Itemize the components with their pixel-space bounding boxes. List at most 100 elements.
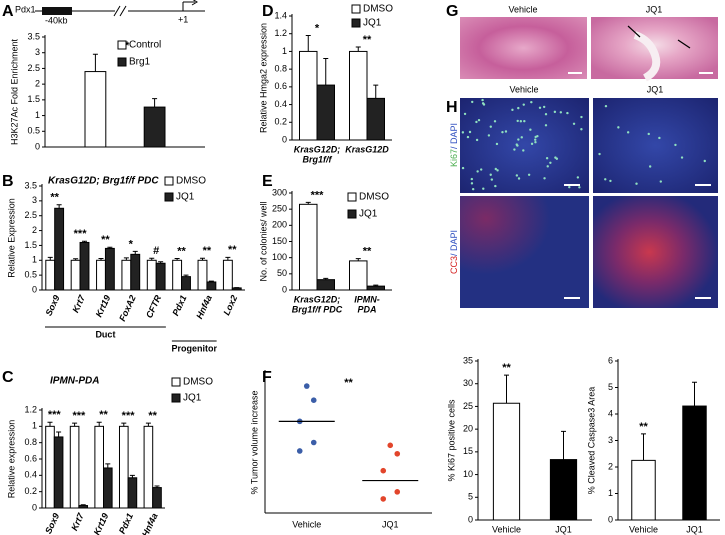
bar xyxy=(143,106,166,148)
bar xyxy=(84,71,107,148)
error-bar xyxy=(373,84,379,99)
y-tick-label: 0.6 xyxy=(274,81,287,91)
bar xyxy=(181,276,191,291)
x-tick-label: Brg1f/f xyxy=(303,154,333,164)
error-bar xyxy=(132,250,138,255)
bar xyxy=(206,281,217,291)
nucleus xyxy=(463,112,467,116)
nucleus xyxy=(513,148,516,151)
nucleus xyxy=(482,187,485,190)
nucleus xyxy=(511,108,514,112)
bar xyxy=(118,425,129,509)
y-axis-label: No. of colonies/ well xyxy=(258,201,268,281)
bar xyxy=(316,84,335,141)
bar xyxy=(143,425,154,509)
nucleus xyxy=(538,106,542,109)
nucleus xyxy=(487,134,491,137)
x-tick-label: KrasG12D xyxy=(345,144,389,154)
y-tick-label: 3 xyxy=(608,435,613,445)
point xyxy=(394,450,401,457)
y-tick-label: 1 xyxy=(35,110,40,120)
nucleus xyxy=(471,100,474,104)
y-tick-label: 200 xyxy=(272,220,287,230)
y-tick-label: 0 xyxy=(32,502,37,512)
error-bar xyxy=(561,430,566,460)
error-bar xyxy=(105,463,111,468)
nucleus xyxy=(490,178,494,181)
nucleus xyxy=(523,119,526,123)
gene-label: Pdx1 xyxy=(15,4,36,14)
y-tick-label: 2.5 xyxy=(27,63,40,73)
error-bar xyxy=(152,98,158,108)
y-tick-label: 0.2 xyxy=(274,117,287,127)
x-tick-label: Krt7 xyxy=(70,293,87,314)
x-tick-label: Hnf4a xyxy=(194,294,214,321)
nucleus xyxy=(546,165,549,168)
nucleus xyxy=(520,136,523,139)
panel-label: B xyxy=(2,173,14,190)
y-tick-label: 2 xyxy=(35,79,40,89)
x-tick-label: PDA xyxy=(357,304,376,314)
nucleus xyxy=(530,100,533,104)
legend-label: DMSO xyxy=(363,4,393,15)
error-bar xyxy=(225,256,231,261)
y-tick-label: 0.4 xyxy=(274,99,287,109)
nucleus xyxy=(470,177,474,181)
x-tick-label: FoxA2 xyxy=(117,294,138,323)
x-tick-label: Sox9 xyxy=(43,512,61,535)
nucleus xyxy=(658,136,661,140)
significance: *** xyxy=(74,228,88,240)
bar xyxy=(54,207,65,291)
column-label: JQ1 xyxy=(647,84,664,94)
x-tick-label: Krt19 xyxy=(92,512,111,535)
bar xyxy=(53,436,64,509)
nucleus xyxy=(517,138,520,141)
nucleus xyxy=(580,128,583,131)
bar xyxy=(79,241,90,291)
error-bar xyxy=(504,374,509,404)
bar xyxy=(492,402,521,521)
error-bar xyxy=(174,258,180,261)
nucleus xyxy=(517,177,521,180)
legend-swatch xyxy=(347,209,357,219)
he-images: Vehicle JQ1 xyxy=(460,4,718,82)
significance: ** xyxy=(639,421,648,433)
nucleus xyxy=(536,134,539,138)
legend-label: DMSO xyxy=(176,176,206,187)
legend-swatch xyxy=(171,393,181,403)
nucleus xyxy=(635,182,638,185)
y-tick-label: 0.6 xyxy=(24,453,37,463)
significance: ** xyxy=(363,34,372,46)
error-bar xyxy=(47,421,53,427)
y-axis-label: % Ki67 positive cells xyxy=(446,399,456,482)
nucleus xyxy=(527,173,531,176)
y-tick-label: 3.5 xyxy=(27,31,40,41)
panel-label: F xyxy=(262,369,272,386)
nucleus xyxy=(659,180,662,183)
legend-swatch xyxy=(117,40,127,50)
y-tick-label: 1.5 xyxy=(27,94,40,104)
y-tick-label: 0 xyxy=(35,141,40,151)
nucleus xyxy=(674,143,677,147)
significance: *** xyxy=(72,410,86,422)
legend-swatch xyxy=(351,18,361,28)
y-tick-label: 6 xyxy=(608,355,613,365)
legend-swatch xyxy=(117,57,127,67)
y-tick-label: 1.4 xyxy=(274,10,287,20)
y-tick-label: 0.8 xyxy=(24,437,37,447)
nucleus xyxy=(647,132,650,136)
y-tick-label: 1 xyxy=(32,255,37,265)
y-tick-label: 250 xyxy=(272,204,287,214)
y-tick-label: 20 xyxy=(463,424,473,434)
bar xyxy=(349,260,368,291)
error-bar xyxy=(692,381,697,407)
nucleus xyxy=(496,169,499,172)
bar xyxy=(96,259,106,291)
error-bar xyxy=(98,258,104,261)
point xyxy=(380,496,387,502)
y-tick-label: 15 xyxy=(463,446,473,456)
y-tick-label: 0 xyxy=(468,514,473,524)
significance: # xyxy=(153,245,159,257)
pdx1-diagram: Pdx1 -40kb +1 xyxy=(15,0,205,25)
